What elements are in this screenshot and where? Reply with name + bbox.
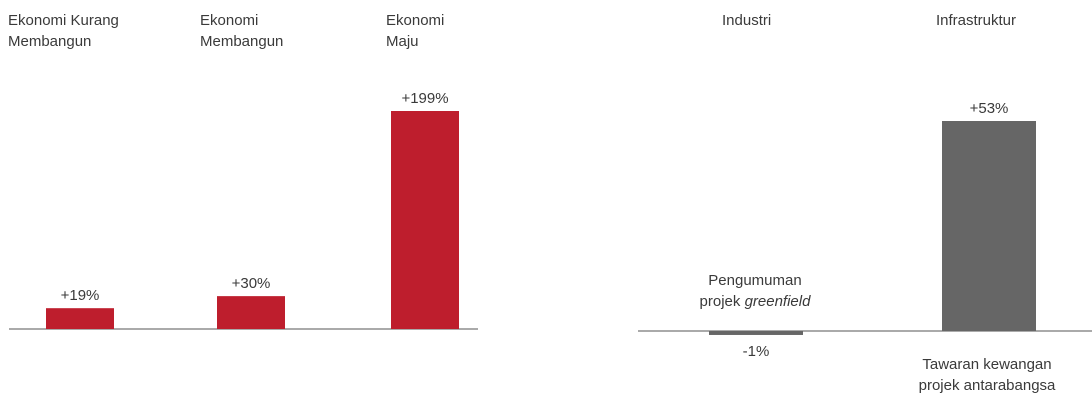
category-label-line: Membangun <box>200 33 284 50</box>
category-label-line: Membangun <box>8 33 92 50</box>
annotation-line: Tawaran kewangan <box>922 356 1052 373</box>
category-label-line: Ekonomi Kurang <box>8 12 119 29</box>
category-label-line: Maju <box>386 33 419 50</box>
annotation-line: Pengumuman <box>708 272 802 289</box>
bar <box>391 111 459 329</box>
annotation-line: projek antarabangsa <box>918 377 1056 394</box>
annotation-italic: greenfield <box>744 293 811 310</box>
category-label-developing: Ekonomi Membangun <box>200 10 283 52</box>
value-label: +30% <box>232 275 271 292</box>
bar <box>942 121 1036 331</box>
value-label: -1% <box>743 343 770 360</box>
category-label-developed: Ekonomi Maju <box>386 10 444 52</box>
bar <box>217 296 285 329</box>
value-label: +53% <box>970 100 1009 117</box>
annotation-international-finance: Tawaran kewangan projek antarabangsa <box>889 354 1085 396</box>
category-label-line: Industri <box>722 12 772 29</box>
value-label: +199% <box>401 90 448 107</box>
annotation-greenfield: Pengumuman projek greenfield <box>680 270 830 312</box>
category-label-line: Ekonomi <box>386 12 445 29</box>
category-label-line: Ekonomi <box>200 12 259 29</box>
annotation-line: projek greenfield <box>680 291 830 312</box>
category-label-line: Infrastruktur <box>936 12 1017 29</box>
category-label-infrastructure: Infrastruktur <box>936 10 1016 31</box>
category-label-industry: Industri <box>722 10 771 31</box>
bar <box>46 308 114 329</box>
bar <box>709 331 803 335</box>
value-label: +19% <box>61 287 100 304</box>
annotation-prefix: projek <box>699 293 745 310</box>
category-label-lde: Ekonomi Kurang Membangun <box>8 10 119 52</box>
